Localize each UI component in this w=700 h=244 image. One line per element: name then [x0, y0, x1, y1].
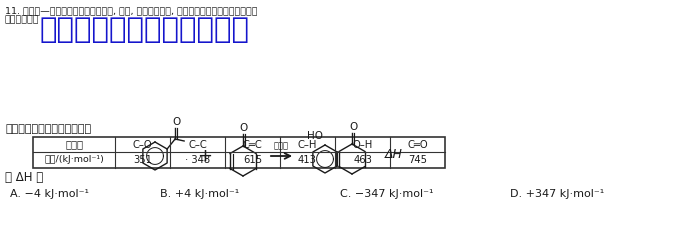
- Text: 化学键: 化学键: [65, 140, 83, 150]
- Text: HO: HO: [307, 131, 323, 141]
- Text: 351: 351: [133, 155, 152, 165]
- Text: A. −4 kJ·mol⁻¹: A. −4 kJ·mol⁻¹: [10, 189, 89, 199]
- Text: C═O: C═O: [407, 140, 428, 150]
- Text: 463: 463: [353, 155, 372, 165]
- Text: · 348: · 348: [185, 155, 210, 165]
- Text: +: +: [197, 147, 213, 165]
- Text: ΔH: ΔH: [385, 148, 403, 161]
- Text: 则 ΔH 为: 则 ΔH 为: [5, 171, 43, 184]
- Text: 615: 615: [243, 155, 262, 165]
- Text: 部分化学键键能如下表所示。: 部分化学键键能如下表所示。: [5, 124, 91, 134]
- Text: 反应示例如下: 反应示例如下: [5, 15, 39, 24]
- Text: 键能/(kJ·mol⁻¹): 键能/(kJ·mol⁻¹): [44, 155, 104, 164]
- Text: C. −347 kJ·mol⁻¹: C. −347 kJ·mol⁻¹: [340, 189, 433, 199]
- Bar: [33, 137, 445, 168]
- Text: 11. 贝里斯—希尔曼反应具有原料廉价, 易得, 反应条件温和, 其过程具有原子经济性等优点。: 11. 贝里斯—希尔曼反应具有原料廉价, 易得, 反应条件温和, 其过程具有原子…: [5, 6, 258, 15]
- Text: B. +4 kJ·mol⁻¹: B. +4 kJ·mol⁻¹: [160, 189, 239, 199]
- Text: 745: 745: [408, 155, 427, 165]
- Text: D. +347 kJ·mol⁻¹: D. +347 kJ·mol⁻¹: [510, 189, 604, 199]
- Text: O: O: [349, 122, 357, 132]
- Text: O–H: O–H: [352, 140, 372, 150]
- Text: 413: 413: [298, 155, 317, 165]
- Text: C–C: C–C: [188, 140, 207, 150]
- Text: O: O: [240, 123, 248, 133]
- Text: C–H: C–H: [298, 140, 317, 150]
- Text: C═C: C═C: [243, 140, 262, 150]
- Text: 催化剂: 催化剂: [274, 141, 288, 150]
- Text: O: O: [172, 117, 180, 127]
- Text: C–O: C–O: [133, 140, 153, 150]
- Text: 微信公众号关注：趣找答案: 微信公众号关注：趣找答案: [40, 16, 250, 44]
